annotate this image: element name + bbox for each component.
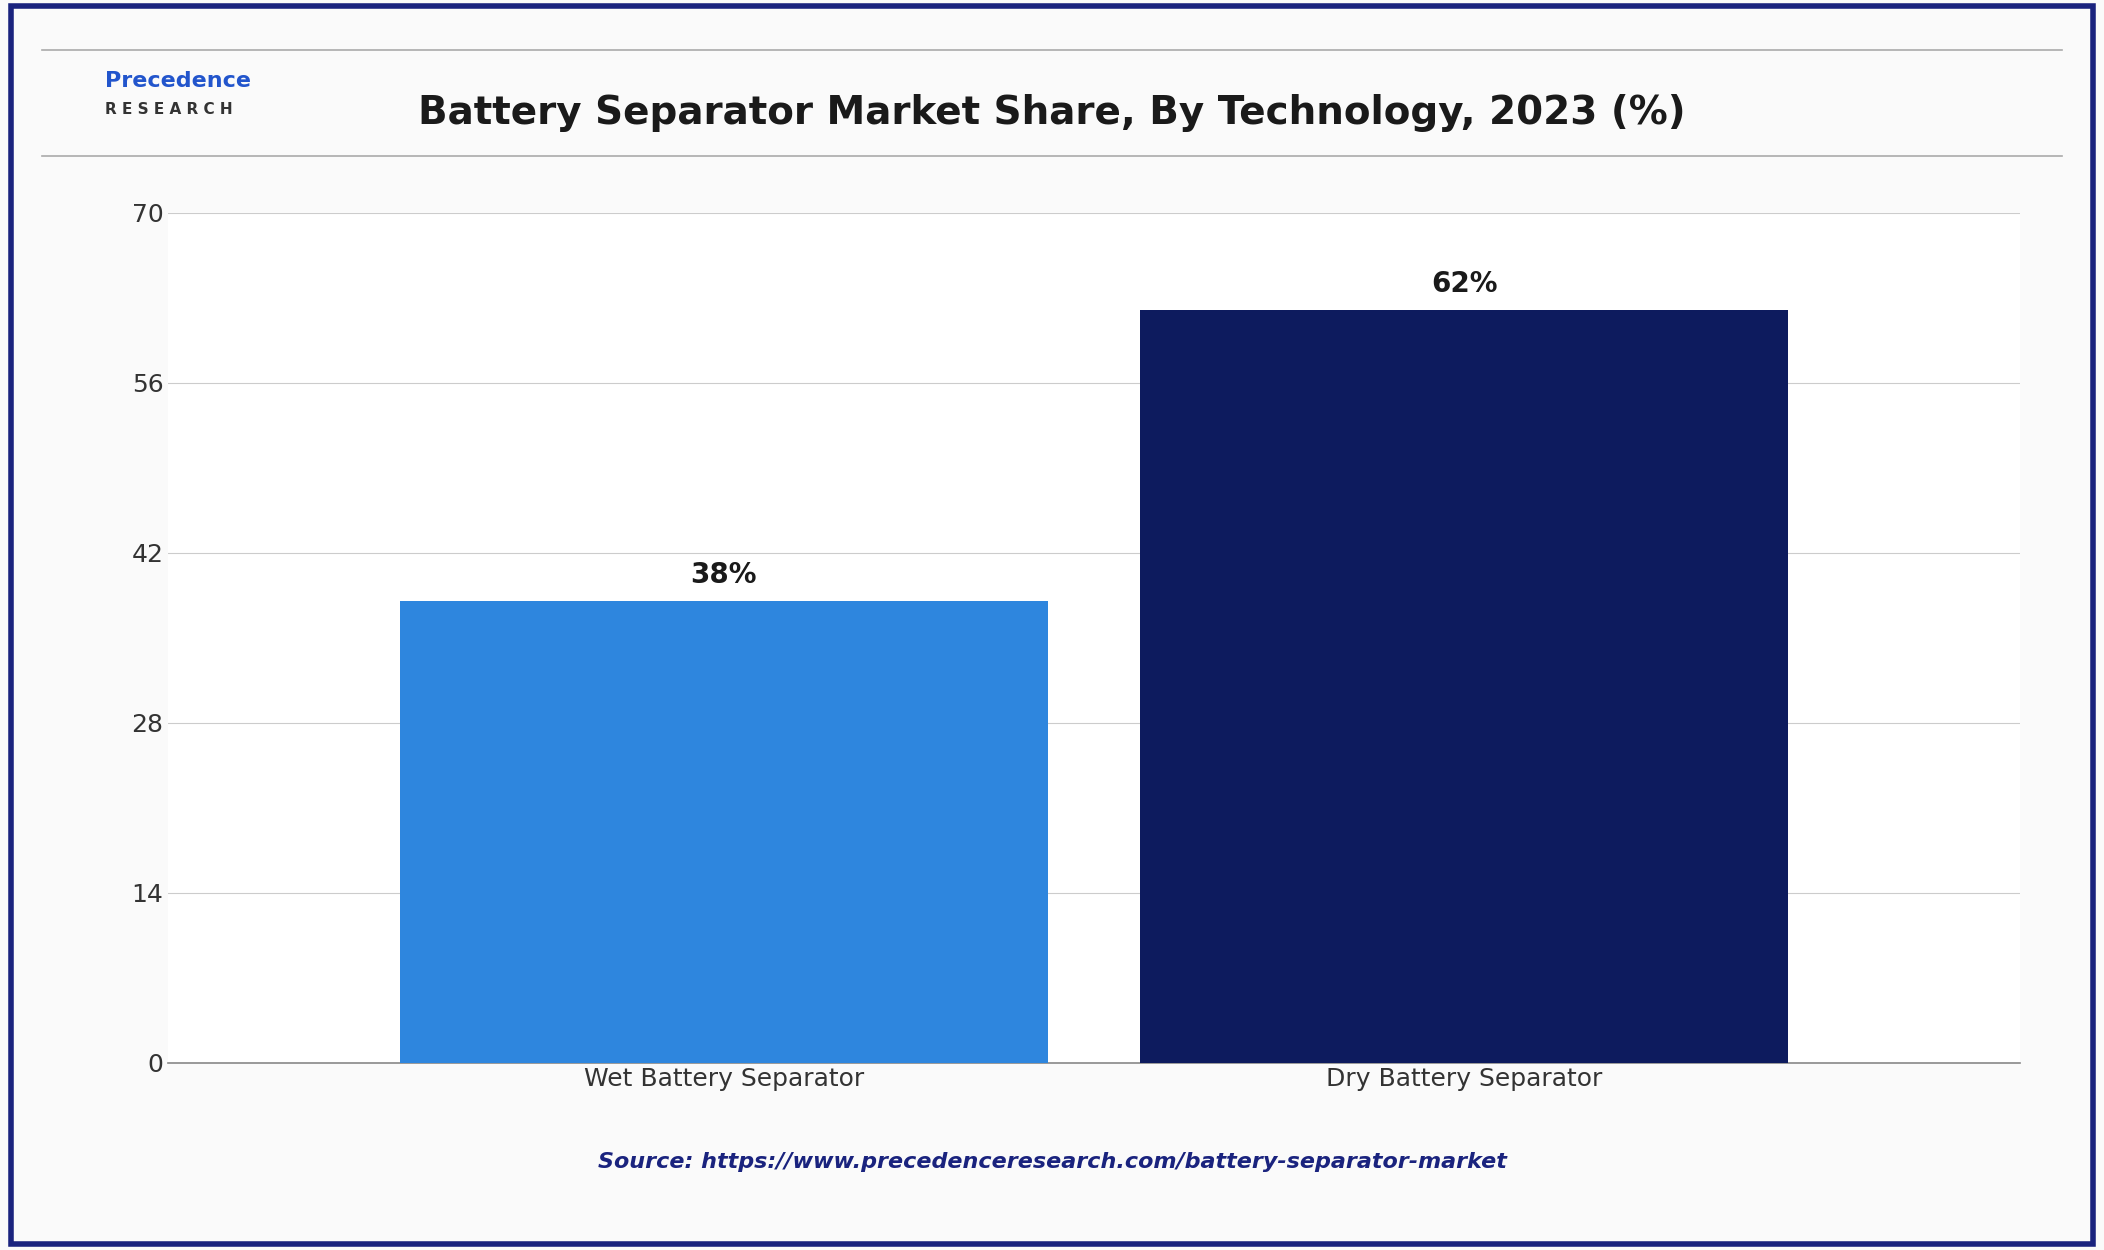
Bar [400, 601, 1048, 1062]
Text: 38%: 38% [690, 561, 757, 589]
Text: Precedence: Precedence [105, 71, 250, 91]
Text: 62%: 62% [1431, 270, 1498, 298]
Text: Source: https://www.precedenceresearch.com/battery-separator-market: Source: https://www.precedenceresearch.c… [598, 1152, 1506, 1172]
Text: R E S E A R C H: R E S E A R C H [105, 102, 234, 118]
Bar [1140, 310, 1788, 1062]
Text: Battery Separator Market Share, By Technology, 2023 (%): Battery Separator Market Share, By Techn… [419, 94, 1685, 131]
